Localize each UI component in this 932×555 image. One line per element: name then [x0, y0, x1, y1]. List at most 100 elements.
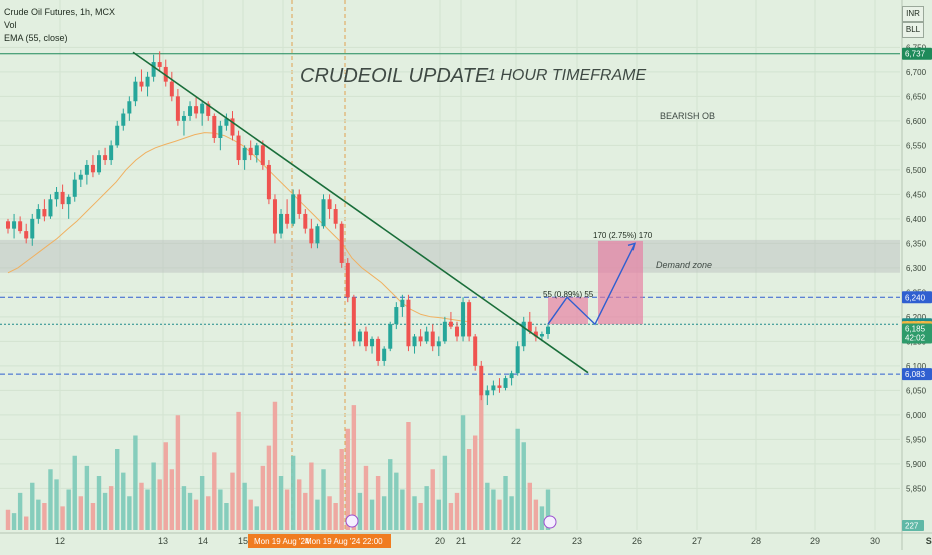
descending-trendline	[132, 51, 589, 374]
ema-indicator-label[interactable]: EMA (55, close)	[4, 33, 68, 43]
candle-body	[236, 135, 241, 161]
candle-body	[72, 179, 77, 197]
time-axis: 1213141516202122232627282930SepMon 19 Au…	[0, 532, 932, 548]
drawings-layer	[132, 51, 637, 529]
candle-body	[151, 62, 156, 77]
volume-bar	[36, 499, 41, 530]
volume-value-tag	[902, 520, 924, 531]
volume-bar	[218, 489, 223, 530]
time-tick-label: 29	[810, 536, 820, 546]
candle-body	[163, 66, 168, 82]
candle-body	[188, 106, 193, 116]
volume-bar	[60, 506, 65, 530]
volume-bar	[357, 492, 363, 530]
volume-bar	[108, 486, 114, 530]
volume-bar	[78, 496, 84, 530]
volume-bar	[206, 496, 211, 530]
price-tick-label: 6,700	[906, 68, 927, 77]
horizontal-gridlines	[0, 46, 900, 489]
price-tag-label: 6,737	[905, 50, 926, 59]
currency-button-inr[interactable]: INR	[902, 6, 924, 22]
volume-bar	[127, 496, 132, 530]
volume-bar	[145, 489, 150, 530]
volume-bar	[187, 492, 193, 530]
candle-body	[42, 209, 47, 217]
volume-bar	[193, 499, 199, 530]
candle-body	[406, 299, 411, 347]
volume-bar	[527, 482, 532, 530]
candle-body	[376, 338, 381, 361]
event-marker-icon	[345, 514, 359, 528]
volume-bar	[539, 506, 545, 530]
candle-body	[315, 226, 320, 244]
volume-bar	[169, 469, 175, 530]
candle-body	[448, 321, 453, 327]
volume-bar	[485, 482, 490, 530]
volume-bar	[230, 472, 235, 530]
candle-body	[48, 199, 53, 217]
candle-body	[24, 231, 29, 239]
price-tick-label: 5,900	[906, 460, 927, 469]
candle-body	[109, 145, 114, 161]
volume-bar	[24, 516, 29, 530]
candle-body	[194, 106, 199, 114]
price-tag	[902, 368, 932, 381]
symbol-label[interactable]: Crude Oil Futures, 1h, MCX	[4, 7, 116, 17]
volume-bar	[96, 476, 102, 530]
volume-bar	[424, 486, 429, 530]
currency-button-bll[interactable]: BLL	[902, 22, 924, 38]
volume-bar	[42, 503, 47, 530]
volume-bar	[442, 455, 448, 530]
volume-bar	[30, 482, 35, 530]
volume-bar	[84, 465, 90, 530]
volume-bar	[418, 503, 423, 530]
price-tick-label: 6,350	[906, 239, 927, 248]
price-axis: 6,7506,7006,6506,6006,5506,5006,4506,400…	[901, 0, 932, 550]
time-tick-label: 21	[456, 536, 466, 546]
volume-bar	[72, 455, 77, 530]
volume-bar	[54, 479, 59, 530]
candle-body	[363, 331, 368, 347]
candle-body	[272, 199, 277, 234]
price-tick-label: 5,850	[906, 484, 927, 493]
volume-bar	[121, 472, 126, 530]
price-tick-label: 6,550	[906, 141, 927, 150]
candle-body	[157, 62, 162, 67]
volume-bar	[472, 435, 478, 530]
candle-body	[97, 155, 102, 173]
chart-legend: Crude Oil Futures, 1h, MCX Vol EMA (55, …	[4, 6, 115, 45]
price-tick-label: 6,000	[906, 411, 927, 420]
candle-body	[224, 118, 229, 126]
volume-bar	[48, 469, 53, 530]
projection-label-large: 170 (2.75%) 170	[593, 231, 653, 240]
volume-bar	[479, 395, 484, 530]
candle-body	[139, 81, 144, 87]
volume-bar	[412, 496, 417, 530]
candle-body	[388, 324, 393, 349]
volume-indicator-label[interactable]: Vol	[4, 20, 17, 30]
volume-bar	[333, 503, 338, 530]
time-tick-label: 27	[692, 536, 702, 546]
date-highlight-band	[248, 534, 391, 548]
candle-body	[242, 147, 247, 161]
volume-bar	[515, 428, 520, 530]
last-price-label: 6,185	[905, 325, 926, 334]
chart-subtitle: 1 HOUR TIMEFRAME	[487, 67, 646, 84]
candle-body	[461, 302, 466, 337]
volume-bar	[375, 476, 381, 530]
time-tick-label: 20	[435, 536, 445, 546]
time-tick-label: 28	[751, 536, 761, 546]
volume-bar	[503, 476, 508, 530]
candle-body	[206, 103, 211, 116]
candle-body	[515, 346, 520, 374]
time-tick-label: 26	[632, 536, 642, 546]
candle-body	[527, 321, 532, 332]
price-tick-label: 6,300	[906, 264, 927, 273]
volume-bar	[381, 496, 387, 530]
volume-bar	[363, 465, 369, 530]
volume-bar	[521, 442, 526, 530]
volume-bar	[224, 503, 229, 530]
